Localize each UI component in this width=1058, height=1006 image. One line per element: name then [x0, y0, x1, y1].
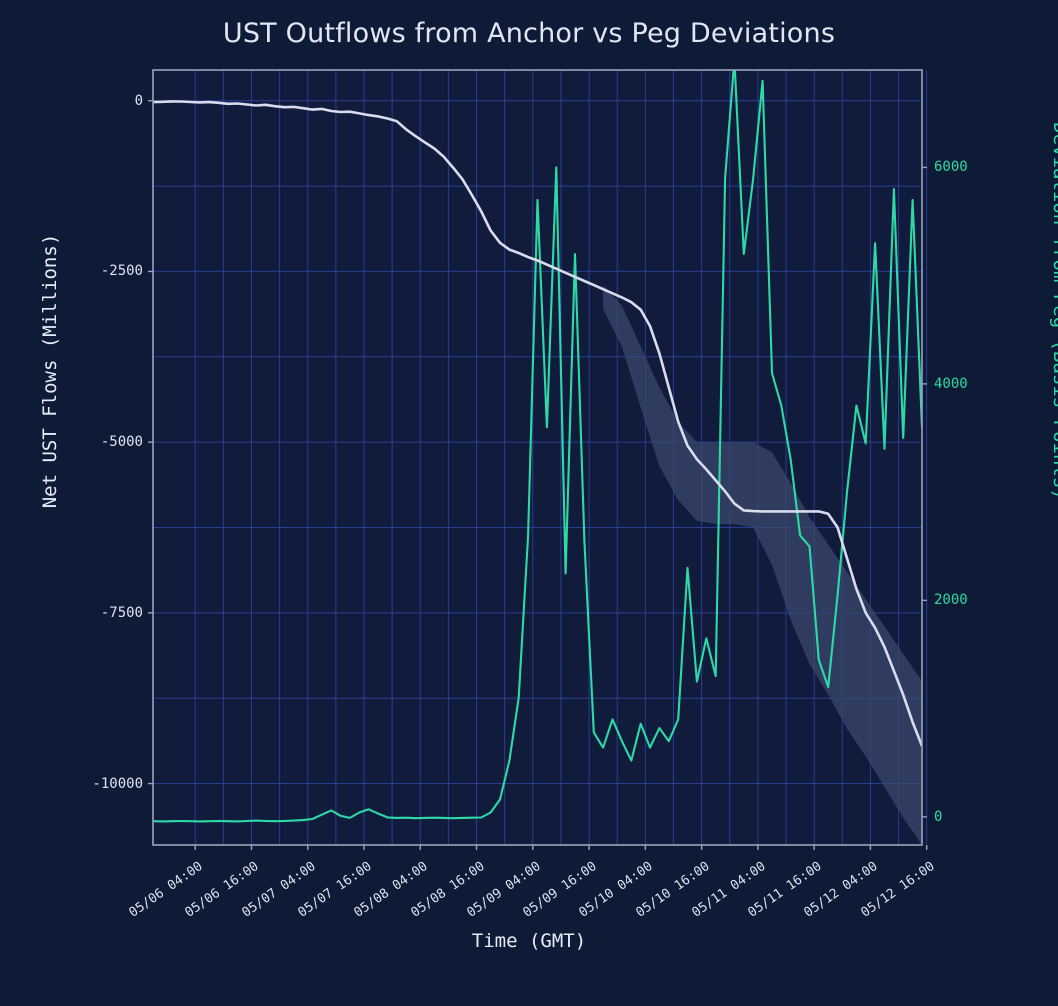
y-tick-label-left: 0 [134, 92, 143, 109]
y-tick-label-left: -2500 [100, 263, 143, 280]
peg-deviation-line [153, 70, 922, 823]
y-tick-label-left: -7500 [100, 604, 143, 621]
x-axis-title: Time (GMT) [471, 930, 587, 952]
chart-title: UST Outflows from Anchor vs Peg Deviatio… [222, 18, 836, 49]
plot-frame [152, 69, 923, 846]
gridlines [153, 70, 928, 845]
ust-flows-line [153, 100, 922, 748]
y-tick-label-right: 4000 [934, 375, 968, 392]
y-tick-label-left: -10000 [92, 775, 143, 792]
y-tick-label-right: 6000 [934, 159, 968, 176]
y-tick-label-left: -5000 [100, 434, 143, 451]
y-tick-label-right: 2000 [934, 592, 968, 609]
confidence-band [603, 285, 922, 845]
axis-tickmarks [148, 100, 928, 850]
y-tick-label-right: 0 [934, 808, 943, 825]
